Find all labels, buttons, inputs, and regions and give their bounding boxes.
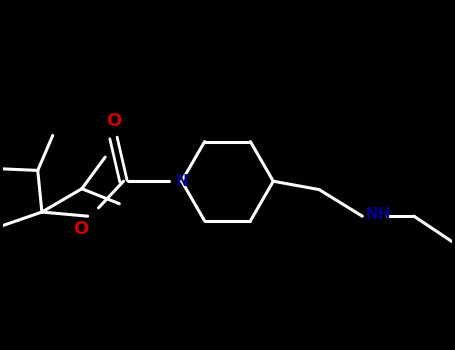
Text: NH: NH	[366, 207, 391, 222]
Text: O: O	[106, 112, 121, 131]
Text: O: O	[73, 220, 89, 238]
Text: N: N	[175, 174, 188, 189]
